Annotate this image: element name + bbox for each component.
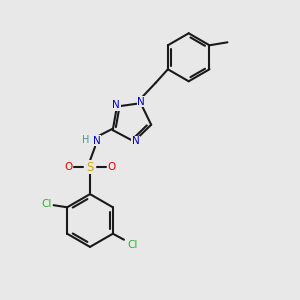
Text: N: N: [112, 100, 120, 110]
Text: S: S: [86, 160, 94, 174]
Text: N: N: [132, 136, 139, 146]
Text: O: O: [107, 162, 116, 172]
Text: N: N: [137, 97, 145, 107]
Text: N: N: [93, 136, 101, 146]
Text: O: O: [64, 162, 73, 172]
Text: Cl: Cl: [127, 240, 138, 250]
Text: Cl: Cl: [41, 199, 51, 209]
Text: H: H: [82, 135, 89, 145]
